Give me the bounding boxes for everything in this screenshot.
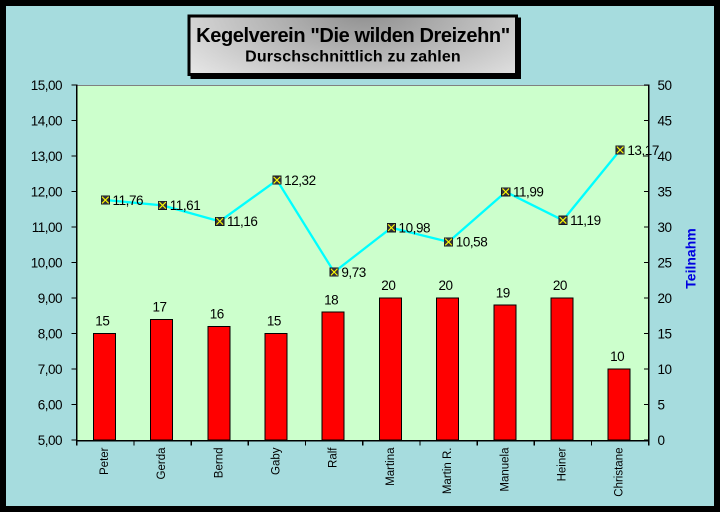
svg-text:Durschschnittlich zu zahlen: Durschschnittlich zu zahlen [245,49,461,66]
svg-text:15: 15 [658,327,672,342]
svg-text:11,61: 11,61 [170,198,201,213]
svg-text:50: 50 [658,78,672,93]
svg-text:10: 10 [658,362,672,377]
svg-text:Manuela: Manuela [499,447,511,492]
svg-text:20: 20 [553,278,567,293]
svg-text:Ralf: Ralf [328,447,340,468]
svg-text:35: 35 [658,185,672,200]
svg-text:10,00: 10,00 [31,256,62,271]
svg-text:0: 0 [658,433,665,448]
svg-text:20: 20 [381,278,395,293]
svg-text:Gerda: Gerda [156,447,168,480]
svg-text:20: 20 [658,291,672,306]
svg-text:19: 19 [496,285,510,300]
svg-text:11,19: 11,19 [570,213,601,228]
svg-text:25: 25 [658,256,672,271]
svg-text:Martina: Martina [385,447,397,486]
svg-text:Bernd: Bernd [213,448,225,479]
svg-text:11,76: 11,76 [113,193,144,208]
svg-text:Peter: Peter [99,447,111,475]
svg-text:10: 10 [610,349,624,364]
svg-text:5,00: 5,00 [38,433,62,448]
svg-text:Teilnahm: Teilnahm [682,228,698,288]
svg-text:20: 20 [438,278,452,293]
svg-text:9,73: 9,73 [341,265,365,280]
svg-text:12,32: 12,32 [284,173,316,188]
svg-text:7,00: 7,00 [38,362,62,377]
svg-text:Martin R.: Martin R. [442,448,454,495]
svg-text:11,00: 11,00 [32,220,62,235]
svg-text:30: 30 [658,220,672,235]
svg-text:11,99: 11,99 [513,185,544,200]
svg-text:Kegelverein "Die wilden Dreize: Kegelverein "Die wilden Dreizehn" [196,25,510,47]
svg-text:Heiner: Heiner [556,447,568,481]
svg-text:6,00: 6,00 [38,398,62,413]
svg-text:5: 5 [658,398,665,413]
svg-text:13,00: 13,00 [31,149,62,164]
svg-text:14,00: 14,00 [31,114,62,129]
svg-text:15: 15 [95,314,109,329]
svg-text:9,00: 9,00 [38,291,62,306]
svg-text:45: 45 [658,114,672,129]
svg-text:8,00: 8,00 [38,327,62,342]
svg-text:18: 18 [324,292,338,307]
svg-text:13,17: 13,17 [627,143,659,158]
svg-text:40: 40 [658,149,672,164]
svg-text:Christane: Christane [614,448,626,497]
svg-text:10,58: 10,58 [456,235,488,250]
svg-text:15: 15 [267,314,281,329]
svg-text:16: 16 [210,307,224,322]
svg-text:15,00: 15,00 [31,78,62,93]
svg-text:12,00: 12,00 [31,185,62,200]
svg-text:11,16: 11,16 [227,214,258,229]
svg-text:10,98: 10,98 [399,221,431,236]
svg-text:17: 17 [152,300,166,315]
svg-text:Gaby: Gaby [270,447,282,475]
